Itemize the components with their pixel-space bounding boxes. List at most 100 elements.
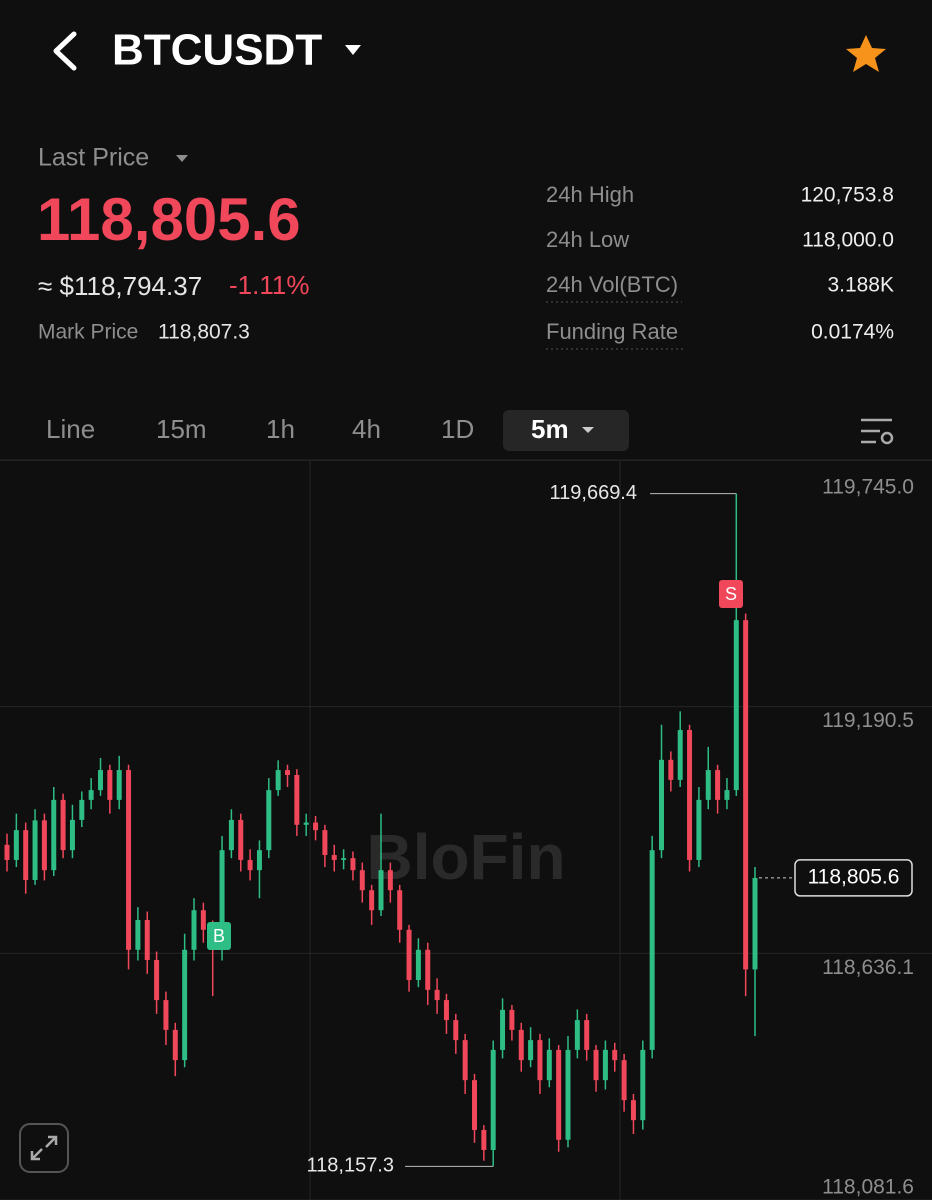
candle-body <box>387 870 393 891</box>
price-change: -1.11% <box>229 270 309 300</box>
candle-body <box>144 919 150 961</box>
sell-marker[interactable] <box>719 580 743 608</box>
mark-price: 118,807.3 <box>158 321 250 344</box>
candle-body <box>350 858 356 871</box>
candle-body <box>256 850 262 871</box>
stat-value: 118,000.0 <box>802 229 894 252</box>
candle-body <box>219 850 225 950</box>
stat-label[interactable]: 24h Vol(BTC) <box>546 272 678 297</box>
selected-tab-bg[interactable] <box>503 410 629 451</box>
candle-body <box>331 855 337 860</box>
overlay: 118,157.3 119,669.4 S B 118,805.6 <box>19 482 913 1177</box>
candle-body <box>41 820 47 871</box>
candle-body <box>490 1049 496 1150</box>
stat-label[interactable]: Funding Rate <box>546 319 678 344</box>
candle-body <box>275 770 281 791</box>
stat-label: 24h High <box>546 182 634 207</box>
fullscreen-button[interactable] <box>19 1123 69 1173</box>
fullscreen-icon[interactable] <box>30 1135 58 1161</box>
candle-body <box>191 910 197 950</box>
symbol-dropdown[interactable] <box>345 45 361 55</box>
chart: BloFin 119,745.0 119,190.5 118,636.1 118,08… <box>0 459 932 1200</box>
interval-tab[interactable]: 1D <box>441 414 474 444</box>
candle-body <box>743 620 749 970</box>
candle-body <box>266 790 272 851</box>
back-button[interactable] <box>53 31 77 71</box>
stat-label: 24h Low <box>546 227 629 252</box>
candle-body <box>60 799 66 851</box>
candle-body <box>126 770 132 950</box>
candle-body <box>574 1020 580 1050</box>
candle-body <box>668 759 674 780</box>
candle-body <box>79 799 85 820</box>
favorite-star[interactable] <box>846 35 886 72</box>
candle-body <box>238 819 244 860</box>
candle-body <box>612 1049 618 1061</box>
stat-value: 3.188K <box>827 274 894 297</box>
sell-marker-label[interactable]: S <box>725 584 737 604</box>
candle-body <box>687 730 693 860</box>
candle-body <box>705 770 711 800</box>
candle-body <box>472 1080 477 1130</box>
chart-settings[interactable] <box>861 418 894 445</box>
candle-body <box>434 989 440 1001</box>
y-tick-label: 119,190.5 <box>822 709 914 732</box>
buy-marker[interactable] <box>207 922 231 950</box>
candle-body <box>397 890 403 930</box>
candle-body <box>51 799 57 871</box>
symbol-title[interactable]: BTCUSDT <box>112 26 322 75</box>
candle-body <box>537 1040 543 1081</box>
usd-price: ≈ $118,794.37 <box>38 271 202 301</box>
interval-tab[interactable]: 4h <box>352 414 381 444</box>
stat-value: 0.0174% <box>811 321 894 344</box>
candle-body <box>724 790 730 800</box>
candle-body <box>313 822 319 831</box>
candle-body <box>659 759 664 851</box>
selected-interval[interactable]: 5m <box>531 414 569 444</box>
last-price-label[interactable]: Last Price <box>38 144 149 172</box>
candle-body <box>341 858 347 860</box>
candle-body <box>4 844 10 860</box>
candle-body <box>107 770 113 800</box>
candle-body <box>285 770 290 775</box>
candle-body <box>715 770 721 800</box>
candle-body <box>154 960 160 1001</box>
interval-dropdown[interactable] <box>582 427 594 433</box>
candle-body <box>677 730 683 780</box>
candle-body <box>303 822 309 825</box>
candle-body <box>359 870 365 891</box>
y-tick-label: 118,636.1 <box>822 956 914 979</box>
candle-body <box>294 774 300 825</box>
candle-body <box>640 1049 646 1121</box>
candle-body <box>13 830 19 860</box>
candle-body <box>378 870 384 911</box>
candle-body <box>481 1129 487 1150</box>
candle-body <box>369 890 375 911</box>
candle-body <box>733 620 739 791</box>
buy-marker-label[interactable]: B <box>213 926 225 946</box>
candle-body <box>200 910 206 930</box>
candle-body <box>584 1020 590 1050</box>
interval-tab[interactable]: 1h <box>266 414 295 444</box>
last-price-box <box>794 859 913 897</box>
candle-body <box>630 1100 636 1121</box>
candle-body <box>23 830 29 880</box>
high-label: 119,669.4 <box>550 482 638 504</box>
candle-body <box>453 1020 459 1041</box>
candle-body <box>98 770 103 791</box>
low-label: 118,157.3 <box>307 1155 395 1177</box>
interval-tab[interactable]: 15m <box>156 414 207 444</box>
candle-body <box>696 799 702 860</box>
candle-body <box>32 820 38 880</box>
candle-body <box>172 1029 178 1061</box>
y-tick-label: 119,745.0 <box>822 476 914 499</box>
candle-body <box>500 1009 506 1050</box>
last-price: 118,805.6 <box>37 186 301 253</box>
candle-body <box>602 1049 608 1081</box>
candle-body <box>518 1029 524 1061</box>
candle-body <box>228 819 234 851</box>
price-dropdown[interactable] <box>176 155 188 162</box>
candle-body <box>116 770 122 800</box>
interval-tab[interactable]: Line <box>46 414 95 444</box>
